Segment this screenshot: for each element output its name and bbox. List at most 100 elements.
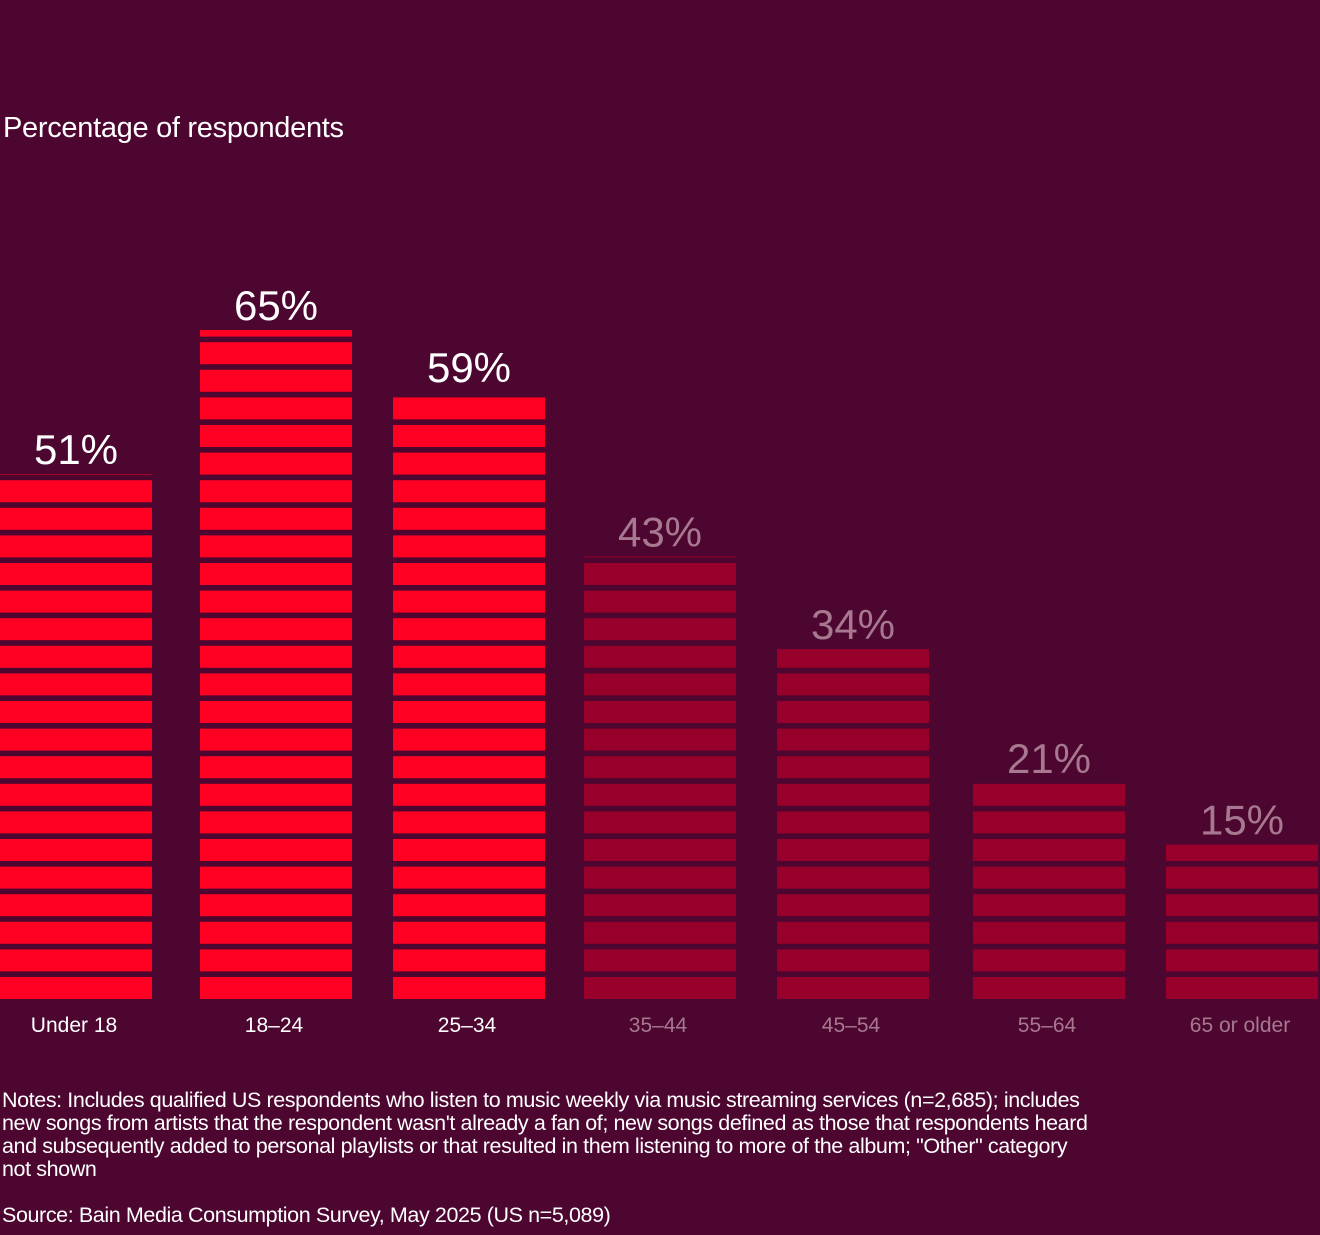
bar-stripe <box>0 894 152 917</box>
bar-stripe <box>200 342 352 365</box>
bar-stripe <box>777 756 929 779</box>
bar-4 <box>777 649 929 999</box>
bar-stripe <box>973 783 1125 806</box>
bar-1 <box>200 330 352 999</box>
bar-stripe <box>200 866 352 889</box>
bar-5 <box>973 783 1125 999</box>
bar-stripe <box>200 811 352 834</box>
bar-stripe <box>0 590 152 613</box>
bar-stripe <box>1166 921 1318 944</box>
bar-stripe <box>1166 844 1318 861</box>
data-label: 15% <box>1200 797 1284 844</box>
bar-stripe <box>777 811 929 834</box>
x-tick-label: 35–44 <box>629 1014 688 1037</box>
bar-stripe <box>200 921 352 944</box>
bar-stripe <box>200 480 352 503</box>
bar-stripe <box>777 977 929 999</box>
bar-chart: 51% Under 18 65% 18–24 59% 25–34 43% 35–44 34% 45… <box>0 282 1318 1037</box>
bar-stripe <box>200 535 352 558</box>
x-tick-label: 18–24 <box>245 1014 304 1037</box>
notes-line: not shown <box>2 1157 97 1181</box>
bar-stripe <box>584 894 736 917</box>
bar-stripe <box>393 866 545 889</box>
bar-stripe <box>393 535 545 558</box>
bar-stripe <box>200 590 352 613</box>
bar-stripe <box>1166 977 1318 999</box>
bar-stripe <box>393 480 545 503</box>
bar-stripe <box>200 701 352 723</box>
bar-stripe <box>777 894 929 917</box>
bar-stripe <box>584 839 736 861</box>
data-label: 51% <box>34 426 118 473</box>
bar-stripe <box>777 701 929 723</box>
bar-stripe <box>584 921 736 944</box>
bar-stripe <box>777 728 929 751</box>
bar-stripe <box>584 811 736 834</box>
bar-stripe <box>200 783 352 806</box>
x-tick-label: 45–54 <box>822 1014 881 1037</box>
bar-stripe <box>584 783 736 806</box>
x-tick-label: 65 or older <box>1190 1014 1290 1037</box>
bar-stripe <box>1166 949 1318 972</box>
notes-line: and subsequently added to personal playl… <box>2 1134 1068 1158</box>
bar-stripe <box>393 949 545 972</box>
bar-stripe <box>584 977 736 999</box>
bar-stripe <box>200 330 352 337</box>
bar-stripe <box>973 811 1125 834</box>
bar-stripe <box>584 618 736 641</box>
bar-stripe <box>393 977 545 999</box>
bar-stripe <box>973 977 1125 999</box>
bar-6 <box>1166 844 1318 999</box>
bar-stripe <box>584 756 736 779</box>
bar-stripe <box>0 645 152 668</box>
bar-stripe <box>393 921 545 944</box>
bar-stripe <box>1166 894 1318 917</box>
bar-stripe <box>200 507 352 530</box>
bar-stripe <box>0 507 152 530</box>
bar-stripe <box>393 645 545 668</box>
bar-stripe <box>393 701 545 723</box>
y-axis-label: Percentage of respondents <box>3 112 344 144</box>
bar-stripe <box>973 894 1125 917</box>
bar-stripe <box>0 977 152 999</box>
source: Source: Bain Media Consumption Survey, M… <box>2 1203 611 1227</box>
bar-stripe <box>777 839 929 861</box>
bar-stripe <box>200 369 352 392</box>
bar-3 <box>584 556 736 999</box>
bar-stripe <box>584 949 736 972</box>
data-label: 21% <box>1007 735 1091 782</box>
bar-stripe <box>777 921 929 944</box>
notes: Notes: Includes qualified US respondents… <box>2 1089 1088 1181</box>
bar-stripe <box>584 556 736 558</box>
bar-stripe <box>0 866 152 889</box>
bar-stripe <box>393 590 545 613</box>
notes-line: Notes: Includes qualified US respondents… <box>2 1088 1080 1112</box>
bar-stripe <box>0 480 152 503</box>
bar-stripe <box>200 397 352 420</box>
bar-stripe <box>973 949 1125 972</box>
bar-stripe <box>777 649 929 668</box>
x-tick-label: 25–34 <box>438 1014 497 1037</box>
data-label: 59% <box>427 344 511 391</box>
bar-stripe <box>393 811 545 834</box>
data-label: 65% <box>234 282 318 329</box>
bar-stripe <box>584 590 736 613</box>
bar-stripe <box>0 474 152 475</box>
bar-stripe <box>0 563 152 585</box>
data-label: 34% <box>811 601 895 648</box>
bar-stripe <box>584 728 736 751</box>
bar-stripe <box>0 673 152 696</box>
notes-line: new songs from artists that the responde… <box>2 1111 1088 1135</box>
bar-stripe <box>200 756 352 779</box>
bar-stripe <box>973 921 1125 944</box>
bar-stripe <box>200 977 352 999</box>
bar-stripe <box>200 673 352 696</box>
bar-2 <box>393 397 545 999</box>
x-tick-label: Under 18 <box>31 1014 117 1037</box>
bar-stripe <box>1166 866 1318 889</box>
bar-stripe <box>0 949 152 972</box>
bar-stripe <box>0 618 152 641</box>
bar-stripe <box>393 839 545 861</box>
bar-stripe <box>973 839 1125 861</box>
bar-stripe <box>393 728 545 751</box>
